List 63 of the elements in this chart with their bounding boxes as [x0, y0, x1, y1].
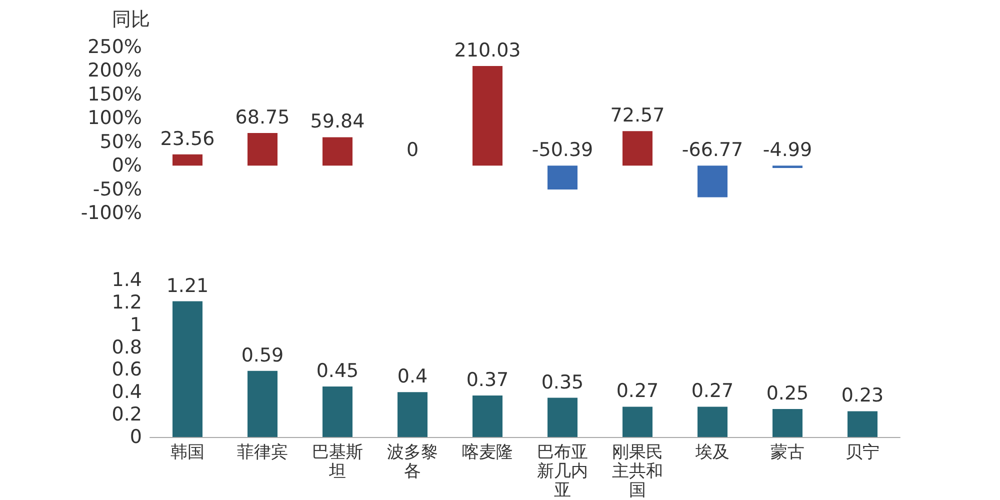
- y-tick-label: 250%: [88, 36, 142, 58]
- data-label: 0: [406, 139, 419, 162]
- x-tick-label: 蒙古: [770, 442, 804, 462]
- y-tick-label: 0%: [112, 154, 142, 177]
- y-tick-label: 50%: [100, 130, 142, 153]
- data-label: 72.57: [610, 104, 665, 127]
- data-label: 0.4: [397, 366, 428, 388]
- y-tick-label: -50%: [92, 178, 142, 200]
- y-tick-label: 1.4: [112, 269, 142, 291]
- x-tick-label: 巴基斯坦: [312, 442, 363, 482]
- data-label: 0.35: [541, 371, 584, 394]
- data-label: 0.59: [241, 344, 284, 366]
- y-tick-label: 200%: [88, 60, 142, 82]
- bar: [472, 396, 502, 437]
- data-label: -66.77: [682, 139, 744, 162]
- y-tick-label: 0.2: [112, 404, 142, 426]
- data-label: 0.27: [616, 380, 659, 402]
- x-tick-label: 喀麦隆: [462, 442, 513, 462]
- bar: [848, 411, 878, 437]
- data-label: 0.23: [841, 384, 884, 407]
- bar: [172, 301, 202, 437]
- x-tick-label: 波多黎各: [387, 442, 438, 482]
- y-axis-title: 同比: [112, 8, 150, 30]
- data-label: 68.75: [235, 106, 290, 128]
- data-label: 0.25: [766, 382, 809, 404]
- y-tick-label: 100%: [88, 107, 142, 130]
- y-tick-label: 1: [130, 314, 142, 336]
- bar: [398, 392, 428, 437]
- y-tick-label: 0.4: [112, 381, 142, 404]
- bar: [698, 166, 728, 198]
- x-tick-label: 贝宁: [846, 442, 880, 462]
- x-tick-label: 巴布亚新几内亚: [537, 442, 588, 500]
- bar: [248, 132, 278, 166]
- x-tick-label: 菲律宾: [237, 442, 288, 462]
- y-tick-label: -100%: [80, 202, 142, 224]
- x-tick-label: 埃及: [694, 442, 730, 462]
- y-tick-label: 1.2: [112, 291, 142, 314]
- bar: [622, 131, 652, 166]
- bar: [622, 406, 652, 437]
- bar: [772, 408, 802, 437]
- x-tick-label: 刚果民主共和国: [612, 442, 663, 500]
- x-tick-label: 韩国: [170, 442, 204, 462]
- data-label: -50.39: [532, 139, 594, 162]
- bar: [472, 66, 502, 166]
- y-tick-label: 0: [130, 426, 142, 448]
- data-label: 210.03: [454, 39, 521, 62]
- bar: [172, 154, 202, 166]
- bar: [548, 166, 578, 190]
- data-label: 1.21: [166, 274, 209, 297]
- y-tick-label: 0.6: [112, 358, 142, 381]
- data-label: 0.37: [466, 369, 509, 392]
- bar: [248, 370, 278, 437]
- data-label: -4.99: [762, 139, 812, 162]
- y-tick-label: 150%: [88, 83, 142, 106]
- data-label: 0.45: [316, 360, 359, 382]
- bar: [322, 137, 352, 166]
- bar: [322, 386, 352, 437]
- bar: [548, 398, 578, 437]
- bar: [698, 406, 728, 437]
- data-label: 59.84: [310, 110, 365, 133]
- data-label: 23.56: [160, 128, 215, 150]
- data-label: 0.27: [691, 380, 734, 402]
- y-tick-label: 0.8: [112, 336, 142, 358]
